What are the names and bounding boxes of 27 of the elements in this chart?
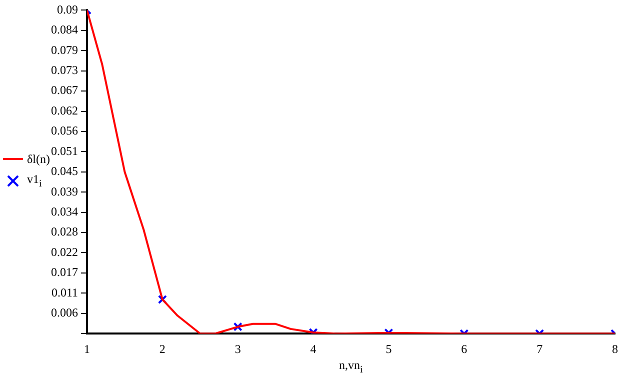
y-tick-label: 0.011 xyxy=(51,285,78,300)
y-tick-label: 0.039 xyxy=(51,184,78,198)
x-tick-label: 2 xyxy=(159,342,166,356)
x-tick-label: 5 xyxy=(386,342,392,356)
y-tick-label: 0.034 xyxy=(51,204,78,218)
y-tick-label: 0.051 xyxy=(51,144,78,158)
y-tick-label: 0.017 xyxy=(51,265,78,280)
y-tick-label: 0.067 xyxy=(51,83,78,98)
x-tick-label: 6 xyxy=(461,342,468,356)
legend-label: δl(n) xyxy=(27,152,50,166)
x-tick-label: 4 xyxy=(310,342,316,356)
x-tick-label: 8 xyxy=(612,342,618,356)
y-tick-label: 0.045 xyxy=(51,164,78,178)
x-axis-title: n,vn$_{i}$ xyxy=(339,358,363,375)
y-tick-label: 0.028 xyxy=(51,224,78,239)
y-tick-label: 0.079 xyxy=(51,42,78,57)
y-tick-label: 0.084 xyxy=(51,22,78,37)
x-tick-label: 1 xyxy=(84,342,90,356)
y-tick-label: 0.09 xyxy=(57,2,78,16)
x-tick-label: 7 xyxy=(536,342,543,356)
y-tick-label: 0.062 xyxy=(51,103,78,118)
y-tick-label: 0.056 xyxy=(51,124,78,138)
y-tick-label: 0.006 xyxy=(51,306,78,320)
y-tick-label: 0.022 xyxy=(51,244,78,259)
legend-label: v1$_{i}$ xyxy=(27,172,42,190)
y-tick-label: 0.073 xyxy=(51,62,78,77)
x-tick-label: 3 xyxy=(234,342,241,356)
